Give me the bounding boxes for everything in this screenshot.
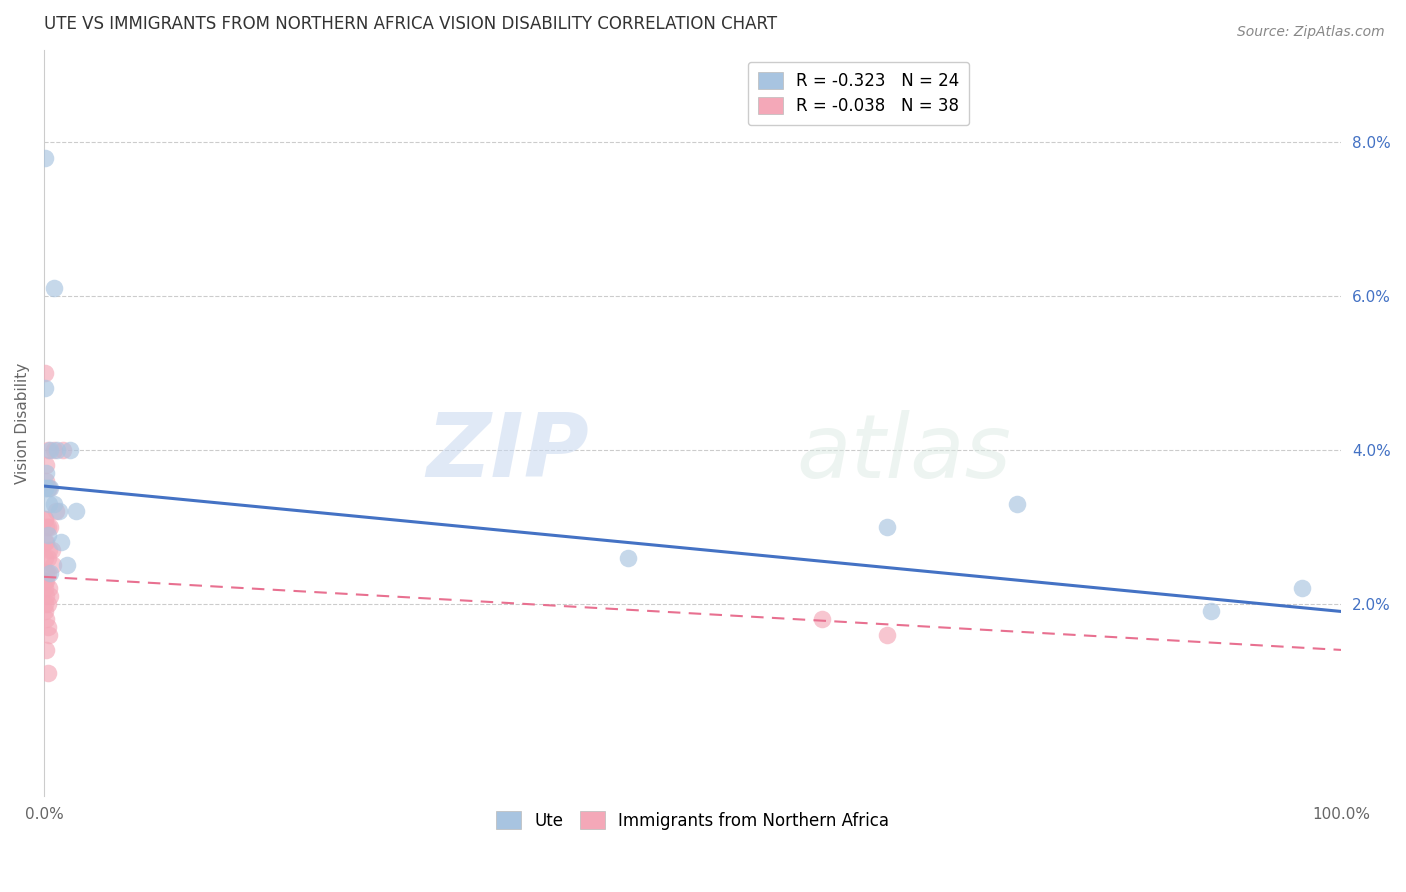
- Point: [34, 597, 56, 611]
- Point: [45, 442, 67, 457]
- Point: [39, 589, 62, 603]
- Point: [35, 458, 58, 473]
- Point: [37, 527, 59, 541]
- Point: [34, 366, 56, 380]
- Text: Source: ZipAtlas.com: Source: ZipAtlas.com: [1237, 25, 1385, 39]
- Point: [34, 151, 56, 165]
- Legend: Ute, Immigrants from Northern Africa: Ute, Immigrants from Northern Africa: [489, 805, 896, 837]
- Point: [35, 466, 58, 480]
- Y-axis label: Vision Disability: Vision Disability: [15, 362, 30, 483]
- Point: [35, 474, 58, 488]
- Point: [34, 582, 56, 596]
- Point: [34, 481, 56, 495]
- Point: [34, 512, 56, 526]
- Point: [52, 442, 75, 457]
- Point: [38, 627, 60, 641]
- Point: [45, 504, 67, 518]
- Point: [34, 481, 56, 495]
- Point: [65, 504, 87, 518]
- Point: [876, 520, 898, 534]
- Point: [1201, 604, 1223, 618]
- Text: atlas: atlas: [796, 409, 1011, 496]
- Point: [35, 574, 58, 588]
- Point: [39, 566, 62, 580]
- Point: [39, 481, 62, 495]
- Point: [35, 589, 58, 603]
- Point: [44, 442, 66, 457]
- Point: [37, 620, 59, 634]
- Point: [38, 497, 60, 511]
- Point: [35, 520, 58, 534]
- Point: [35, 612, 58, 626]
- Point: [37, 520, 59, 534]
- Point: [35, 566, 58, 580]
- Point: [37, 597, 59, 611]
- Point: [38, 542, 60, 557]
- Point: [39, 520, 62, 534]
- Point: [34, 512, 56, 526]
- Point: [38, 582, 60, 596]
- Point: [38, 481, 60, 495]
- Point: [35, 643, 58, 657]
- Point: [37, 665, 59, 680]
- Point: [37, 566, 59, 580]
- Point: [59, 442, 82, 457]
- Point: [811, 612, 834, 626]
- Text: UTE VS IMMIGRANTS FROM NORTHERN AFRICA VISION DISABILITY CORRELATION CHART: UTE VS IMMIGRANTS FROM NORTHERN AFRICA V…: [44, 15, 778, 33]
- Point: [37, 481, 59, 495]
- Point: [41, 542, 63, 557]
- Point: [34, 535, 56, 549]
- Point: [1005, 497, 1028, 511]
- Point: [35, 535, 58, 549]
- Point: [44, 497, 66, 511]
- Point: [34, 381, 56, 395]
- Point: [39, 442, 62, 457]
- Point: [34, 574, 56, 588]
- Point: [616, 550, 638, 565]
- Point: [1291, 582, 1313, 596]
- Point: [49, 535, 72, 549]
- Text: ZIP: ZIP: [426, 409, 589, 496]
- Point: [48, 504, 70, 518]
- Point: [56, 558, 79, 573]
- Point: [34, 550, 56, 565]
- Point: [42, 558, 65, 573]
- Point: [37, 442, 59, 457]
- Point: [876, 627, 898, 641]
- Point: [34, 604, 56, 618]
- Point: [37, 550, 59, 565]
- Point: [44, 281, 66, 295]
